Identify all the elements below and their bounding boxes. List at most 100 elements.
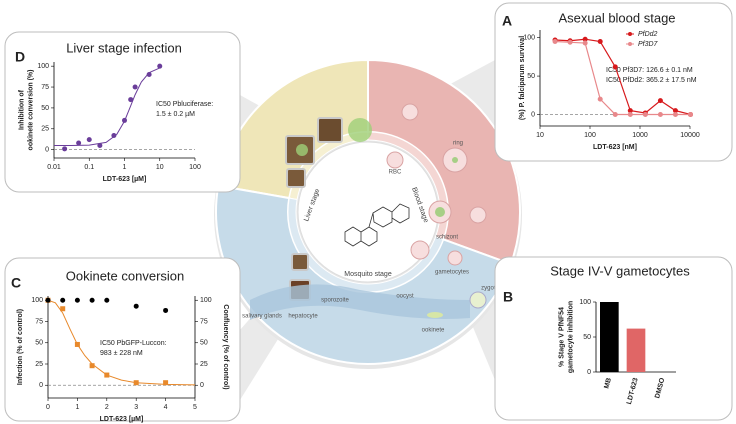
x-tick-label: 2 — [105, 404, 109, 411]
stage-ring — [287, 197, 444, 293]
x-tick-label: 10000 — [680, 132, 700, 139]
x-tick-label: 5 — [193, 404, 197, 411]
hepatocyte-cell — [291, 253, 309, 271]
data-point — [74, 341, 80, 347]
y2-tick-label: 75 — [200, 318, 208, 325]
panel-box — [4, 31, 241, 193]
annotation: IC50 PbGFP-Luccon: — [100, 340, 167, 347]
data-point — [132, 84, 138, 90]
data-point — [97, 142, 103, 148]
annotation: IC50 Pf3D7: 126.6 ± 0.1 nM — [606, 67, 693, 74]
parasite — [435, 207, 445, 217]
data-point — [567, 39, 573, 45]
y-tick-label: 75 — [41, 84, 49, 91]
panel-letter: C — [11, 275, 21, 291]
y-tick-label: 75 — [35, 318, 43, 325]
y-tick-label: 50 — [527, 73, 535, 80]
diagram-label: zygote — [481, 286, 499, 292]
y-tick-label: 100 — [523, 35, 535, 42]
x-tick-label: 0.1 — [84, 164, 94, 171]
data-point — [688, 111, 694, 117]
chart-title: Stage IV-V gametocytes — [550, 263, 690, 278]
y-tick-label: 100 — [31, 297, 43, 304]
molecule — [344, 203, 410, 247]
annotation: 1.5 ± 0.2 µM — [156, 111, 195, 118]
y2-tick-label: 0 — [200, 382, 204, 389]
x-tick-label: 10 — [536, 132, 544, 139]
panel-letter: B — [503, 289, 513, 305]
x-tick-label: 1000 — [632, 132, 648, 139]
x-tick-label: 1 — [75, 404, 79, 411]
chart-panel: Stage IV-V gametocytes B 0 50 100 % Stage V P… — [494, 256, 733, 421]
data-point — [104, 297, 110, 303]
y-tick-label: 0 — [587, 369, 591, 376]
y2-tick-label: 25 — [200, 361, 208, 368]
x-axis-label: LDT-623 [µM] — [103, 176, 147, 183]
data-point — [597, 39, 603, 45]
red-blood-cell — [386, 151, 404, 169]
data-point — [163, 307, 169, 313]
data-point — [597, 96, 603, 102]
data-point — [657, 111, 663, 117]
y-tick-label: 25 — [41, 126, 49, 133]
y-tick-label: 0 — [39, 382, 43, 389]
data-point — [163, 380, 169, 386]
legend-label: Pf3D7 — [638, 41, 659, 48]
y2-axis-label: Confluency (% of control) — [222, 304, 229, 389]
data-point — [76, 140, 82, 146]
annotation: 983 ± 228 nM — [100, 350, 143, 357]
data-point — [133, 303, 139, 309]
x-tick-label: 0 — [46, 404, 50, 411]
y-tick-label: 0 — [45, 146, 49, 153]
data-point — [657, 98, 663, 104]
data-point — [60, 297, 66, 303]
red-blood-cell — [447, 250, 463, 266]
y-axis-label: (%) P. falciparum survival — [519, 36, 526, 120]
chart-title: Asexual blood stage — [558, 10, 675, 25]
y-tick-label: 100 — [579, 299, 591, 306]
bar — [626, 328, 646, 372]
legend-label: PfDd2 — [638, 31, 658, 38]
series-line — [555, 40, 691, 116]
data-point — [672, 108, 678, 114]
data-point — [89, 297, 95, 303]
zygote — [469, 291, 487, 309]
data-point — [672, 111, 678, 117]
y-tick-label: 50 — [35, 340, 43, 347]
panel-letter: A — [502, 13, 512, 29]
y-tick-label: 100 — [37, 63, 49, 70]
x-tick-label: MB — [603, 377, 613, 389]
diagram-label: salivary glands — [242, 314, 282, 320]
y-tick-label: 50 — [583, 334, 591, 341]
diagram-label: hepatocyte — [288, 314, 318, 320]
y-tick-label: 50 — [41, 105, 49, 112]
parasite-cluster — [348, 118, 372, 142]
chart-panel: Liver stage infection D 0 25 50 75 100 0.01 0.1 1… — [4, 31, 241, 193]
y2-tick-label: 100 — [200, 297, 212, 304]
red-blood-cell — [410, 240, 430, 260]
series-line — [555, 38, 691, 116]
data-point — [104, 372, 110, 378]
data-point — [612, 111, 618, 117]
data-point — [89, 363, 95, 369]
panel-letter: D — [15, 49, 25, 65]
diagram-label: schizont — [436, 235, 458, 241]
diagram-label: gametocytes — [435, 270, 469, 276]
x-tick-label: 4 — [164, 404, 168, 411]
stage-label: Mosquito stage — [344, 271, 392, 278]
diagram-label: ookinete — [422, 328, 445, 334]
data-point — [157, 63, 163, 69]
red-blood-cell — [469, 206, 487, 224]
data-point — [86, 137, 92, 143]
data-point — [111, 132, 117, 138]
y-tick-label: 25 — [35, 361, 43, 368]
diagram-label: oocyst — [396, 294, 414, 300]
diagram-label: sporozoite — [321, 298, 349, 304]
parasite — [452, 157, 458, 163]
hepatocyte-cell — [317, 117, 343, 143]
data-point — [582, 40, 588, 46]
data-point — [146, 72, 152, 78]
midgut — [250, 284, 470, 320]
